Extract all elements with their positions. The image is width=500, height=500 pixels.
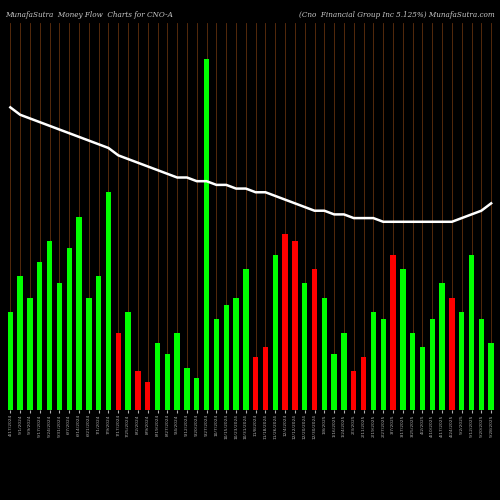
- Bar: [164, 354, 170, 410]
- Bar: [390, 256, 396, 410]
- Bar: [135, 372, 140, 410]
- Bar: [184, 368, 190, 410]
- Text: (Cno  Financial Group Inc 5.125%) MunafaSutra.com: (Cno Financial Group Inc 5.125%) MunafaS…: [299, 11, 495, 19]
- Bar: [302, 284, 308, 410]
- Bar: [469, 256, 474, 410]
- Bar: [400, 270, 406, 410]
- Bar: [282, 234, 288, 410]
- Bar: [174, 332, 180, 410]
- Bar: [312, 270, 317, 410]
- Bar: [106, 192, 111, 410]
- Bar: [76, 216, 82, 410]
- Bar: [204, 58, 210, 410]
- Bar: [410, 332, 416, 410]
- Bar: [224, 304, 229, 410]
- Bar: [449, 298, 454, 410]
- Bar: [86, 298, 92, 410]
- Bar: [332, 354, 337, 410]
- Bar: [47, 242, 52, 410]
- Bar: [18, 276, 23, 410]
- Bar: [66, 248, 72, 410]
- Bar: [37, 262, 43, 410]
- Bar: [263, 346, 268, 410]
- Bar: [214, 318, 219, 410]
- Bar: [361, 358, 366, 410]
- Bar: [478, 318, 484, 410]
- Bar: [322, 298, 327, 410]
- Bar: [272, 256, 278, 410]
- Bar: [420, 346, 425, 410]
- Bar: [370, 312, 376, 410]
- Bar: [380, 318, 386, 410]
- Bar: [145, 382, 150, 410]
- Text: MunafaSutra  Money Flow  Charts for CNO-A: MunafaSutra Money Flow Charts for CNO-A: [5, 11, 173, 19]
- Bar: [234, 298, 238, 410]
- Bar: [116, 332, 121, 410]
- Bar: [8, 312, 13, 410]
- Bar: [28, 298, 32, 410]
- Bar: [96, 276, 102, 410]
- Bar: [488, 343, 494, 410]
- Bar: [459, 312, 464, 410]
- Bar: [126, 312, 131, 410]
- Bar: [342, 332, 346, 410]
- Bar: [56, 284, 62, 410]
- Bar: [253, 358, 258, 410]
- Bar: [351, 372, 356, 410]
- Bar: [440, 284, 445, 410]
- Bar: [430, 318, 435, 410]
- Bar: [292, 242, 298, 410]
- Bar: [155, 343, 160, 410]
- Bar: [194, 378, 200, 410]
- Bar: [243, 270, 248, 410]
